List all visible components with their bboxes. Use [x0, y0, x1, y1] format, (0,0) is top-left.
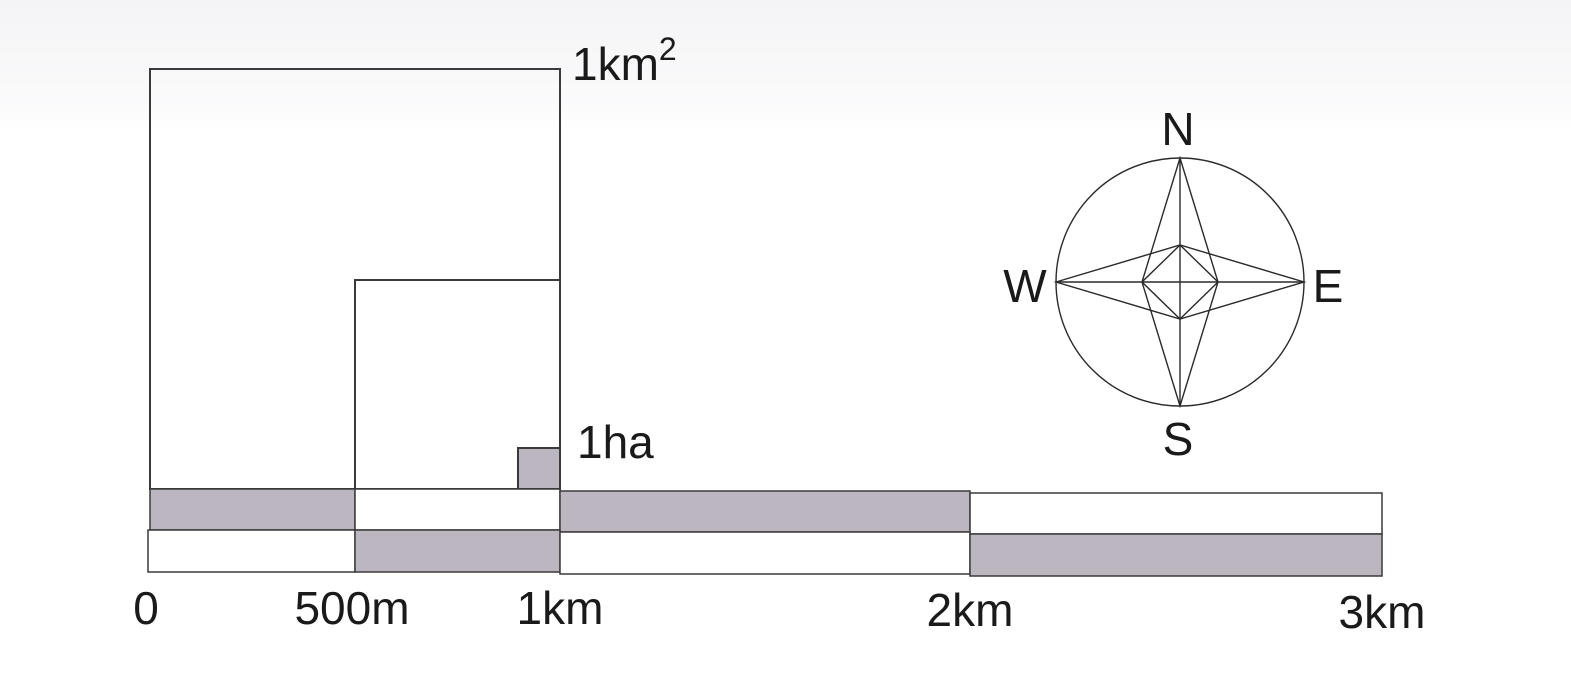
tick-label: 3km — [1339, 586, 1426, 638]
label-ha: 1ha — [577, 416, 654, 468]
tick-label: 2km — [927, 584, 1014, 636]
compass-label-east: E — [1313, 260, 1344, 312]
scale-bar-segment — [147, 529, 356, 573]
compass-label-west: W — [1003, 260, 1047, 312]
scale-bar-segment — [559, 531, 971, 575]
tick-label: 0 — [133, 582, 159, 634]
compass-label-south: S — [1163, 413, 1194, 465]
scale-bar-segment — [354, 529, 561, 573]
scale-bar-segment — [559, 490, 971, 533]
scale-bar-segment — [149, 488, 356, 531]
compass-label-north: N — [1161, 103, 1194, 155]
label-km2: 1km2 — [572, 31, 677, 90]
square-ha — [517, 447, 561, 490]
tick-label: 500m — [294, 582, 409, 634]
scale-bar-segment — [969, 533, 1383, 577]
scale-bar-segment — [354, 488, 561, 531]
scale-bar-segment — [969, 492, 1383, 535]
compass-rose: N S E W — [1003, 103, 1343, 465]
tick-label: 1km — [517, 582, 604, 634]
